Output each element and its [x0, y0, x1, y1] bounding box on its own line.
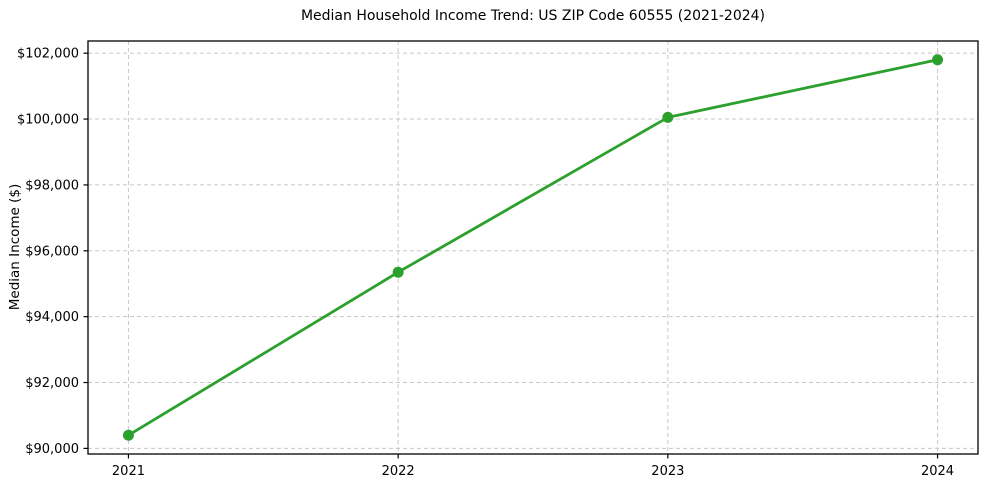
- y-tick-label: $100,000: [17, 113, 79, 128]
- data-point-marker: [122, 429, 134, 441]
- data-point-marker: [392, 266, 404, 278]
- data-point-marker: [932, 54, 944, 66]
- x-tick-label: 2024: [921, 464, 954, 479]
- data-point-marker: [662, 111, 674, 123]
- y-tick-label: $96,000: [25, 244, 79, 259]
- plot-border: [87, 40, 979, 455]
- y-tick-label: $90,000: [25, 442, 79, 457]
- y-axis-label: Median Income ($): [7, 183, 23, 311]
- trend-line: [127, 58, 939, 437]
- y-tick-label: $92,000: [25, 376, 79, 391]
- y-tick-label: $94,000: [25, 310, 79, 325]
- y-tick-label: $102,000: [17, 47, 79, 62]
- x-tick-label: 2023: [651, 464, 684, 479]
- x-tick-label: 2021: [112, 464, 145, 479]
- x-tick-label: 2022: [382, 464, 415, 479]
- y-tick-label: $98,000: [25, 178, 79, 193]
- chart-title: Median Household Income Trend: US ZIP Co…: [300, 8, 766, 24]
